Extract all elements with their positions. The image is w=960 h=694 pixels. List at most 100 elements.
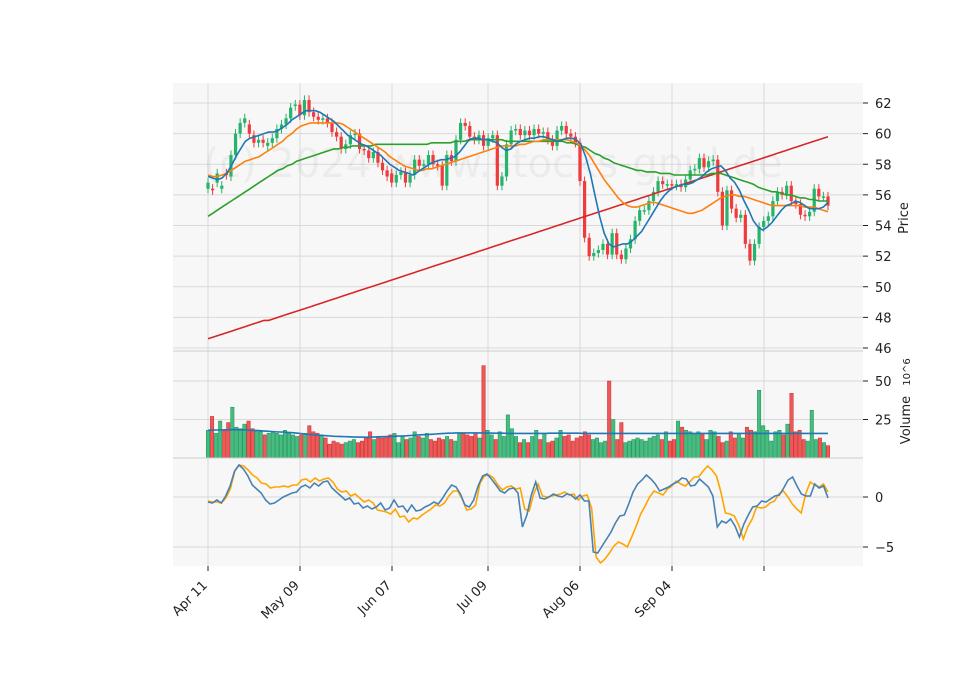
volume-bar [518,442,522,459]
candle-body [362,148,366,151]
candle-body [757,227,761,244]
volume-bar [655,434,660,459]
volume-bar [667,440,672,459]
candle-body [624,248,628,260]
candle-body [537,129,541,134]
candle-body [716,159,720,192]
volume-bar [603,440,608,459]
volume-bar [368,431,373,459]
candle-body [454,139,458,162]
volume-bar [339,443,344,459]
candle-body [619,254,623,260]
volume-bar [287,433,292,459]
volume-bar [550,440,555,459]
volume-bar [250,428,255,459]
candle-body [711,159,715,162]
candle-body [426,155,431,165]
volume-bar [404,439,409,459]
volume-bar [501,436,506,459]
x-tick-label: Jul 09 [454,578,491,615]
candle-body [353,133,357,136]
volume-bar [676,420,681,459]
price-tick-label: 62 [875,97,892,112]
volume-bar [826,445,830,459]
candle-body [316,116,320,120]
volume-bar [785,423,790,459]
volume-bar [424,433,429,459]
volume-bar [307,425,312,459]
volume-tick-label: 50 [875,375,892,390]
candle-body [642,210,646,212]
volume-bar [416,436,421,459]
candle-body [693,168,697,171]
candle-body [463,122,467,126]
volume-bar [639,439,644,459]
candle-body [752,243,757,261]
candle-body [734,208,738,218]
candle-body [739,214,743,218]
volume-bar [720,442,725,459]
candle-body [762,220,766,228]
candle-body [582,181,587,238]
candle-body [376,152,380,163]
volume-bar [562,436,567,459]
candle-body [697,158,702,169]
candle-body [491,135,495,139]
candle-body [610,233,614,255]
volume-bar [574,437,579,459]
candle-body [436,164,440,166]
volume-bar [615,439,620,459]
candle-body [385,170,389,177]
volume-bar [303,433,308,459]
volume-bar [319,434,324,459]
oscillator-tick-label: −5 [875,541,894,556]
x-tick-label: Aug 06 [540,578,583,621]
candle-body [808,211,812,217]
volume-bars [206,365,830,459]
volume-bar [238,428,243,459]
volume-bar [530,436,535,459]
volume-bar [449,439,454,459]
volume-bar [327,443,332,459]
candle-body [605,243,610,255]
candle-body [541,132,545,134]
candle-body [725,190,729,226]
volume-bar [364,437,369,459]
volume-bar [558,430,563,459]
candle-body [220,185,224,189]
volume-bar [696,431,701,459]
grid-lines [173,83,863,566]
volume-bar [522,439,527,459]
candle-body [729,190,734,209]
volume-bar [331,440,336,459]
volume-bar [643,440,648,459]
volume-axis-label: Volume [899,396,914,444]
volume-bar [210,416,215,459]
volume-bar [765,430,770,459]
volume-bar [481,365,486,459]
volume-bar [623,442,628,459]
candle-body [587,237,591,257]
volume-bar [757,389,762,459]
candle-body [504,144,509,177]
volume-bar [323,437,328,459]
candle-body [440,165,444,186]
candle-body [367,150,371,159]
candlesticks [206,95,830,266]
volume-bar [688,431,693,459]
volume-bar [708,430,713,459]
volume-bar [505,414,510,459]
volume-bar [793,431,798,459]
volume-bar [388,434,393,459]
volume-bar [744,426,749,459]
candle-body [408,174,412,183]
volume-bar [420,437,425,459]
volume-bar [376,436,381,459]
candle-body [495,135,499,186]
oscillator-panel-bg [173,458,863,566]
candle-body [615,233,619,255]
volume-bar [457,433,462,459]
price-tick-label: 54 [875,220,892,235]
